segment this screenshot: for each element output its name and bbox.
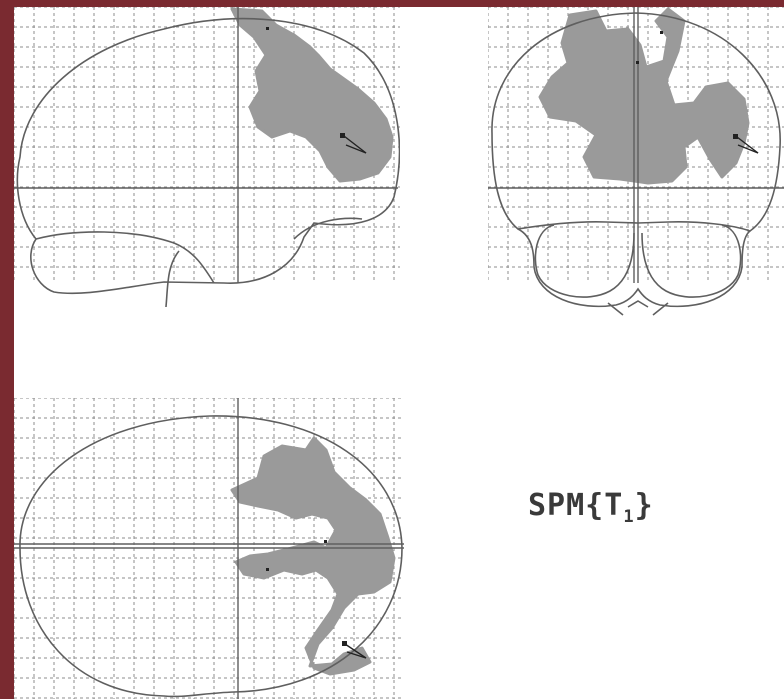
spm-label-subscript: 1 [623,507,635,527]
coronal-brain-outline [491,12,781,316]
spm-label-suffix: } [634,488,654,523]
coronal-glass-brain-view [488,7,784,316]
spm-statistic-label: SPM{T1} [528,488,654,527]
axial-peak-markers [266,540,367,659]
sagittal-brain-outline [16,17,400,307]
sagittal-peak-markers [266,27,367,154]
axial-brain-outline [19,415,403,698]
axial-glass-brain-view [14,398,404,699]
left-frame-border [0,0,14,699]
axial-activation-blobs [230,436,396,676]
sagittal-activation-blobs [230,7,394,183]
top-frame-border [0,0,784,7]
coronal-peak-markers [636,31,759,154]
spm-label-prefix: SPM{T [528,488,624,523]
axial-crosshair [14,398,404,699]
sagittal-crosshair [14,7,398,283]
sagittal-glass-brain-view [14,7,400,307]
coronal-crosshair [488,7,784,283]
